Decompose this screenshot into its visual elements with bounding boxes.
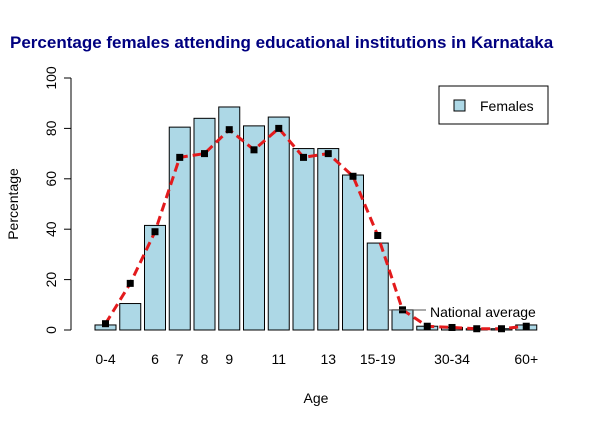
national-average-point [102,320,109,328]
national-average-point [498,325,505,333]
national-average-point [201,150,208,158]
bar-series [94,106,538,331]
x-tick-label: 30-34 [434,351,470,367]
national-average-point [324,150,332,158]
national-average-point [250,146,258,154]
bar [317,148,340,331]
national-average-point [349,172,357,180]
national-average-point [374,232,382,239]
y-tick-label: 60 [43,171,59,187]
bar [193,117,216,331]
national-average-point [300,153,307,161]
national-average-point [126,279,134,287]
national-average-point [448,323,456,331]
legend-swatch-females [453,99,466,112]
national-average-line [104,126,527,331]
bar [267,116,290,331]
bar [292,148,315,331]
x-tick-label: 15-19 [360,351,396,367]
y-tick-label: 20 [43,272,59,288]
x-axis-label: Age [304,390,329,406]
x-axis-tick-labels: 0-4 6 7 8 9 11 13 15-19 30-34 60+ [95,351,538,367]
x-tick-label: 6 [151,351,159,367]
x-tick-label: 60+ [514,351,538,367]
bar [243,125,265,331]
national-average-point [522,322,530,330]
x-tick-label: 13 [320,351,336,367]
y-tick-label: 0 [43,326,59,334]
bar [342,174,364,331]
x-tick-label: 8 [201,351,209,367]
national-average-point [275,124,283,132]
bar [144,224,166,331]
legend: Females [438,85,549,125]
y-tick-label: 100 [43,66,59,90]
national-average-point [151,228,159,236]
x-tick-label: 7 [176,351,184,367]
national-average-point [473,325,481,333]
national-average-label: National average [430,304,536,320]
legend-label-females: Females [480,98,534,114]
national-average-point [176,153,184,161]
bar [366,242,389,331]
y-tick-label: 80 [43,120,59,136]
national-average-point [423,322,431,330]
x-tick-label: 9 [225,351,233,367]
national-average-point [225,126,233,134]
chart-title: Percentage females attending educational… [10,33,554,52]
y-axis-label: Percentage [5,168,21,240]
bar [119,303,142,331]
bar [218,106,241,331]
x-tick-label: 11 [271,351,286,367]
y-tick-label: 40 [43,221,59,237]
y-axis-ticks: 0 20 40 60 80 100 [43,66,71,334]
x-tick-label: 0-4 [95,351,115,367]
national-average-series [102,124,530,333]
